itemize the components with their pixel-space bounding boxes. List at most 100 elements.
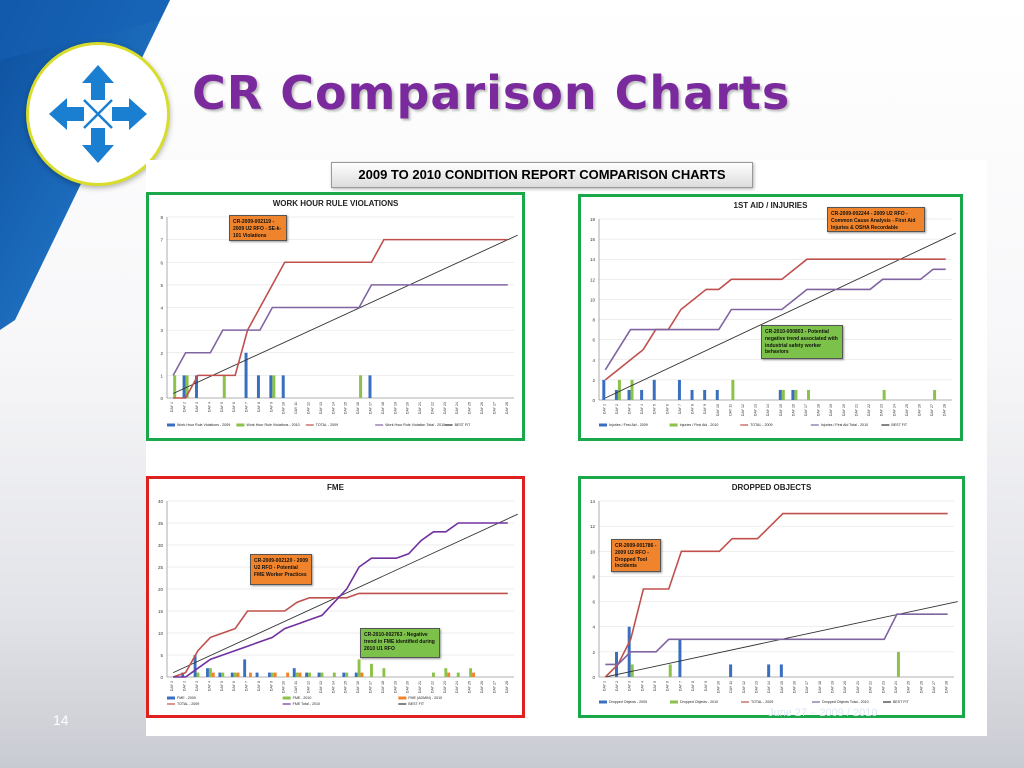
bar (778, 389, 782, 400)
chart-work-hour-violations: WORK HOUR RULE VIOLATIONS 0 1 2 3 4 5 6 7 8 DAY 1 D… (146, 192, 525, 441)
bar (678, 639, 682, 677)
legend-label: FME - 2009 (177, 696, 196, 700)
x-tick-label: DAY 10 (282, 681, 286, 693)
y-tick-label: 15 (158, 609, 164, 614)
x-tick-label: DAY 14 (331, 681, 335, 693)
bar (469, 668, 473, 677)
bar (896, 651, 900, 677)
legend-label: Work Hour Rule Violations - 2010 (246, 423, 299, 427)
y-tick-label: 35 (158, 521, 164, 526)
x-tick-label: DAY 16 (791, 404, 795, 416)
x-tick-label: DAY 23 (443, 402, 447, 414)
bar (791, 389, 795, 400)
x-tick-label: DAY 28 (505, 681, 509, 693)
legend-label: TOTAL - 2009 (177, 702, 199, 706)
footer-date: June 27 – 2009 / 2010 (768, 707, 878, 719)
y-tick-label: 10 (158, 631, 164, 636)
y-tick-label: 18 (590, 217, 596, 222)
chart-title: WORK HOUR RULE VIOLATIONS (273, 199, 399, 208)
slide-title: CR Comparison Charts (192, 66, 791, 120)
x-tick-label: DAY 6 (666, 681, 670, 691)
bar (614, 389, 618, 400)
x-tick-label: DAY 12 (307, 402, 311, 414)
x-tick-label: DAY 5 (653, 681, 657, 691)
bar (211, 672, 215, 677)
bar (444, 668, 448, 677)
x-tick-label: DAY 18 (381, 681, 385, 693)
bar (286, 672, 290, 677)
legend-label: TOTAL - 2009 (751, 700, 773, 704)
x-tick-label: DAY 4 (207, 681, 211, 691)
y-tick-label: 8 (160, 215, 163, 220)
legend-label: Work Hour Rule Violation Total - 2010 (385, 423, 445, 427)
y-tick-label: 14 (590, 257, 596, 262)
x-tick-label: DAY 14 (766, 404, 770, 416)
legend-label: TOTAL - 2009 (750, 423, 772, 427)
legend-label: BEST FIT (455, 423, 472, 427)
legend-swatch (282, 696, 291, 700)
callout-cr-2009-002119: CR-2009-002119 - 2009 U2 RFO - SE-k-101 … (229, 215, 287, 241)
legend-label: BEST FIT (408, 702, 425, 706)
callout-cr-2010-002763: CR-2010-002763 - Negative trend in FME i… (360, 628, 440, 658)
x-tick-label: DAY 19 (393, 681, 397, 693)
x-tick-label: DAY 11 (728, 404, 732, 416)
bar (342, 672, 346, 677)
y-tick-label: 0 (592, 398, 595, 403)
bar (298, 672, 302, 677)
x-tick-label: DAY 20 (406, 681, 410, 693)
x-tick-label: DAY 4 (640, 404, 644, 414)
bar (317, 672, 321, 677)
x-tick-label: DAY 2 (615, 681, 619, 691)
y-tick-label: 14 (590, 499, 596, 504)
y-tick-label: 10 (590, 549, 596, 554)
y-tick-label: 12 (590, 524, 596, 529)
x-tick-label: DAY 8 (257, 681, 261, 691)
bar (630, 379, 634, 400)
x-tick-label: DAY 13 (319, 681, 323, 693)
x-tick-label: DAY 8 (257, 402, 261, 412)
x-tick-label: DAY 17 (368, 681, 372, 693)
legend-label: Dropped Objects - 2009 (609, 700, 647, 704)
bar (627, 389, 631, 400)
bar (354, 672, 358, 677)
y-tick-label: 40 (158, 499, 164, 504)
bar (255, 672, 259, 677)
bar (779, 664, 783, 677)
x-tick-label: DAY 1 (170, 402, 174, 412)
x-tick-label: DAY 19 (829, 404, 833, 416)
bar (640, 389, 644, 400)
bar (244, 352, 248, 398)
bar (208, 668, 212, 677)
legend-label: FME Total - 2010 (293, 702, 320, 706)
best-fit-line (173, 513, 518, 674)
legend-swatch (599, 700, 607, 704)
chart-dropped-objects: DROPPED OBJECTS 0 2 4 6 8 10 12 14 DAY 1 DAY 2 DAY … (578, 476, 965, 718)
bar (382, 668, 386, 677)
bar (292, 668, 296, 677)
x-tick-label: DAY 6 (232, 402, 236, 412)
x-tick-label: DAY 23 (881, 681, 885, 693)
x-tick-label: DAY 15 (779, 404, 783, 416)
bar (731, 379, 735, 400)
best-fit-line (173, 234, 518, 394)
series-line (172, 284, 508, 376)
x-tick-label: DAY 18 (817, 404, 821, 416)
x-tick-label: DAY 15 (344, 681, 348, 693)
y-tick-label: 2 (160, 351, 163, 356)
series-line (605, 613, 948, 666)
x-tick-label: DAY 26 (919, 681, 923, 693)
x-tick-label: DAY 21 (856, 681, 860, 693)
x-tick-label: DAY 1 (170, 681, 174, 691)
bar (270, 672, 274, 677)
x-tick-label: DAY 6 (232, 681, 236, 691)
x-tick-label: DAY 26 (480, 402, 484, 414)
x-tick-label: DAY 26 (917, 404, 921, 416)
bar (729, 664, 733, 677)
y-tick-label: 2 (592, 650, 595, 655)
legend-swatch (167, 696, 175, 700)
x-tick-label: DAY 17 (368, 402, 372, 414)
bar (630, 664, 634, 677)
x-tick-label: DAY 22 (430, 402, 434, 414)
y-tick-label: 3 (160, 328, 163, 333)
x-tick-label: DAY 25 (905, 404, 909, 416)
